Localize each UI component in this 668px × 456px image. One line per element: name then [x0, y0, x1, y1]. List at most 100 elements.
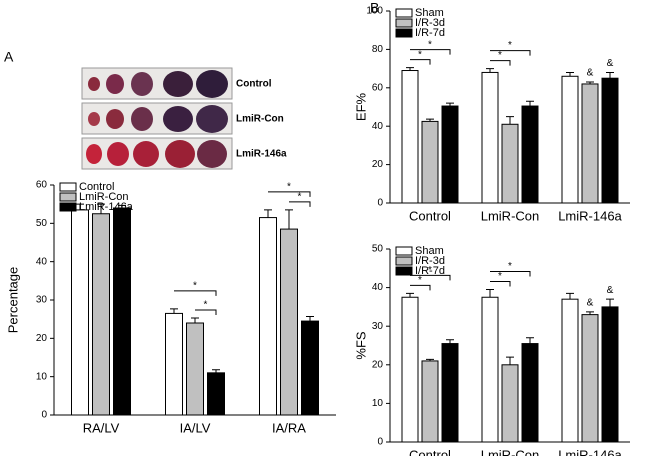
marker-label: &: [607, 285, 614, 296]
significance-bracket: [410, 49, 451, 55]
y-tick-label: 20: [36, 333, 48, 344]
bar: [521, 343, 539, 443]
error-bar: [426, 358, 434, 361]
y-tick-label: 60: [372, 82, 384, 93]
marker-label: &: [587, 298, 594, 309]
y-tick-label: 50: [372, 244, 384, 255]
significance-bracket: [490, 271, 531, 277]
bar: [561, 298, 579, 443]
error-bar: [566, 71, 574, 77]
x-tick-label: LmiR-146a: [558, 447, 622, 456]
y-tick-label: 60: [36, 180, 48, 191]
legend-label: I/R-3d: [415, 17, 445, 29]
y-tick-label: 20: [372, 159, 384, 170]
y-tick-label: 40: [372, 282, 384, 293]
bar: [561, 75, 579, 204]
heart-photos: [81, 67, 233, 170]
x-tick-label: IA/LV: [180, 420, 211, 435]
x-tick-label: LmiR-Con: [481, 447, 540, 456]
bar: [481, 71, 499, 204]
y-tick-label: 30: [372, 321, 384, 332]
error-bar: [526, 337, 534, 344]
y-tick-label: 50: [36, 218, 48, 229]
x-tick-label: IA/RA: [272, 420, 306, 435]
bar: [501, 123, 519, 204]
bar: [501, 364, 519, 443]
bar: [207, 372, 225, 416]
photo-label: Control: [236, 79, 272, 90]
x-tick-label: RA/LV: [83, 420, 120, 435]
error-bar: [446, 339, 454, 344]
legend-swatch: [395, 18, 413, 28]
y-tick-label: 0: [377, 198, 383, 209]
error-bar: [486, 289, 494, 298]
error-bar: [306, 315, 314, 322]
error-bar: [212, 369, 220, 373]
legend-label: I/R-3d: [415, 255, 445, 267]
error-bar: [506, 116, 514, 125]
error-bar: [191, 317, 199, 323]
legend-swatch: [395, 266, 413, 276]
error-bar: [97, 203, 105, 214]
y-axis-label: %FS: [353, 331, 368, 360]
bar: [441, 105, 459, 204]
legend-swatch: [395, 256, 413, 266]
y-tick-label: 10: [372, 398, 384, 409]
legend-label: LmiR-146a: [79, 201, 134, 213]
bar: [581, 83, 599, 204]
error-bar: [606, 298, 614, 307]
y-axis-label: Percentage: [5, 267, 20, 334]
bar: [165, 312, 183, 416]
bar: [71, 209, 89, 416]
error-bar: [486, 68, 494, 73]
error-bar: [526, 100, 534, 107]
x-tick-label: LmiR-146a: [558, 208, 622, 223]
significance-label: *: [193, 280, 197, 291]
significance-bracket: [174, 290, 217, 296]
significance-label: *: [508, 40, 512, 51]
legend-label: Control: [79, 181, 114, 193]
error-bar: [606, 71, 614, 79]
x-tick-label: Control: [409, 208, 451, 223]
bar: [441, 343, 459, 443]
legend-swatch: [395, 8, 413, 18]
photo-label: LmiR-Con: [236, 114, 284, 125]
y-tick-label: 0: [377, 437, 383, 448]
y-tick-label: 0: [41, 410, 47, 421]
significance-bracket: [410, 284, 431, 291]
significance-bracket: [490, 60, 511, 66]
bar: [421, 120, 439, 204]
significance-bracket: [410, 274, 451, 281]
bar: [401, 70, 419, 204]
significance-bracket: [195, 309, 217, 316]
significance-bracket: [490, 281, 511, 287]
significance-label: *: [287, 182, 291, 193]
error-bar: [406, 292, 414, 298]
error-bar: [426, 118, 434, 122]
bar: [259, 217, 277, 416]
bar: [280, 228, 298, 416]
bar: [481, 296, 499, 443]
significance-bracket: [410, 59, 431, 65]
bar: [601, 306, 619, 443]
bar: [421, 360, 439, 443]
y-tick-label: 40: [372, 121, 384, 132]
error-bar: [406, 67, 414, 71]
y-tick-label: 40: [36, 256, 48, 267]
significance-bracket: [268, 191, 311, 197]
bar: [401, 296, 419, 443]
significance-bracket: [490, 50, 531, 56]
error-bar: [566, 292, 574, 300]
bar: [92, 213, 110, 416]
x-tick-label: Control: [409, 447, 451, 456]
photo-label: LmiR-146a: [236, 149, 287, 160]
legend-swatch: [59, 182, 77, 192]
bar: [601, 77, 619, 204]
y-tick-label: 100: [366, 6, 383, 17]
y-tick-label: 20: [372, 359, 384, 370]
significance-label: *: [418, 49, 422, 60]
marker-label: &: [587, 68, 594, 79]
bar: [186, 322, 204, 416]
significance-label: *: [428, 265, 432, 276]
